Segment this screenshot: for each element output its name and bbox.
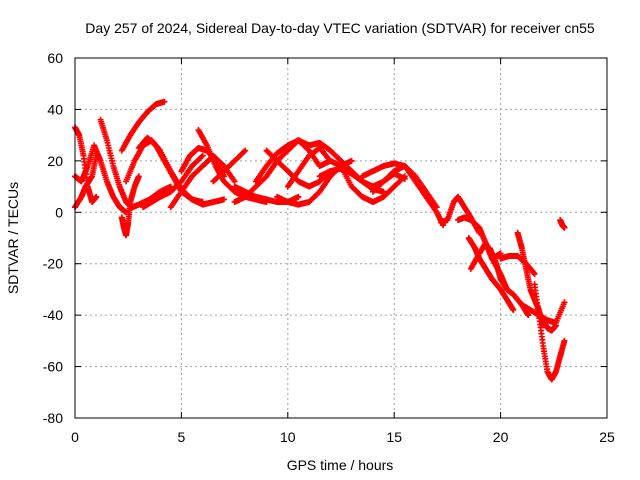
data-point (525, 312, 532, 319)
data-point (497, 250, 504, 257)
y-tick-label: -40 (43, 307, 63, 323)
data-point (198, 153, 205, 160)
data-point (348, 157, 355, 164)
series-sat-f (118, 98, 168, 154)
series-sat-s (284, 145, 334, 190)
data-point (295, 193, 302, 200)
x-tick-label: 15 (386, 429, 402, 445)
data-point (135, 173, 142, 180)
data-point (510, 307, 517, 313)
x-tick-label: 25 (599, 429, 615, 445)
y-axis-label: SDTVAR / TECUs (5, 182, 21, 294)
series-sat-o (231, 137, 313, 205)
x-tick-label: 0 (71, 429, 79, 445)
series-sat-a (72, 142, 130, 216)
y-tick-label: 0 (55, 204, 63, 220)
x-tick-label: 10 (280, 429, 296, 445)
series-sat-v (316, 157, 408, 205)
data-point (561, 224, 568, 231)
data-point (242, 147, 249, 154)
x-tick-label: 5 (178, 429, 186, 445)
series-sat-h (135, 134, 206, 205)
data-point (167, 183, 174, 190)
data-point (93, 152, 100, 159)
data-layer (72, 98, 568, 383)
series-sat-d (97, 116, 174, 211)
series-sat-x (369, 170, 408, 195)
series-sat-y (438, 193, 483, 236)
series-sat-af (518, 299, 568, 326)
data-point (199, 152, 206, 159)
plot-frame (74, 57, 608, 419)
series-sat-ah (540, 317, 559, 334)
y-tick-label: 40 (47, 101, 63, 117)
series-sat-p (252, 137, 323, 185)
axis-layer: 0 5 10 15 20 25 -80 -60 -40 -20 0 20 40 60 (43, 50, 615, 445)
x-tick-label: 20 (493, 429, 509, 445)
y-tick-label: -60 (43, 359, 63, 375)
series-sat-e (118, 173, 142, 239)
data-point (530, 269, 537, 276)
data-point (241, 148, 248, 155)
y-tick-label: -80 (43, 410, 63, 426)
series-sat-ag (531, 281, 568, 383)
data-point (531, 271, 538, 277)
x-axis-label: GPS time / hours (287, 457, 394, 473)
series-sat-c (72, 152, 100, 211)
data-point (220, 196, 227, 203)
data-point (552, 322, 559, 329)
data-point (161, 98, 168, 105)
chart-title: Day 257 of 2024, Sidereal Day-to-day VTE… (85, 20, 595, 36)
series-sat-m (210, 147, 249, 185)
y-tick-label: -20 (43, 256, 63, 272)
data-point (380, 188, 387, 195)
data-point (199, 199, 206, 205)
data-point (561, 299, 568, 306)
y-tick-label: 60 (47, 50, 63, 66)
series-sat-i (140, 152, 206, 211)
series-sat-ai (557, 217, 568, 231)
data-point (561, 337, 568, 344)
data-point (231, 178, 238, 185)
y-tick-label: 20 (47, 153, 63, 169)
data-point (93, 193, 100, 200)
data-point (401, 175, 408, 182)
